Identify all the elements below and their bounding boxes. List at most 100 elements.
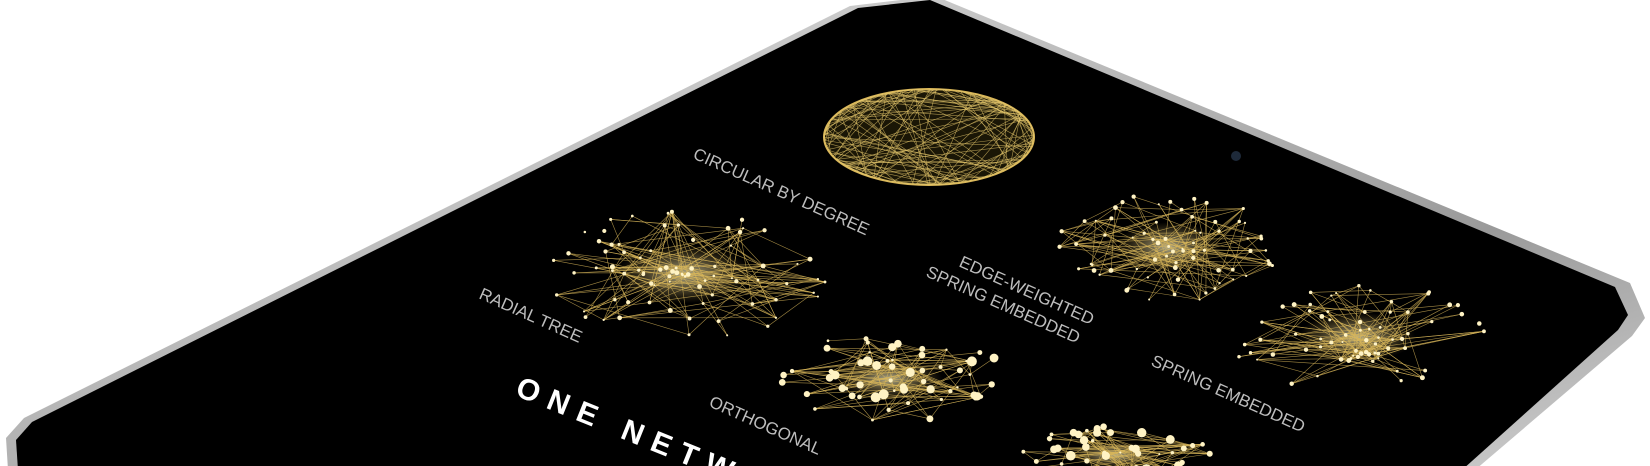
node — [1204, 200, 1209, 205]
edge — [1110, 251, 1174, 271]
node — [1200, 442, 1205, 447]
node — [1148, 298, 1151, 301]
node — [1109, 216, 1114, 221]
node — [1084, 458, 1090, 464]
edge — [1191, 216, 1273, 266]
edge — [1085, 426, 1104, 448]
edge — [849, 105, 941, 185]
edge — [903, 386, 942, 400]
node — [680, 272, 684, 276]
edge — [675, 267, 728, 336]
node — [1103, 233, 1107, 237]
node — [870, 392, 881, 403]
node — [1346, 358, 1352, 363]
edge — [875, 396, 978, 398]
node — [703, 279, 707, 282]
edge — [875, 89, 920, 179]
node — [1192, 241, 1195, 245]
node — [1399, 379, 1403, 383]
node — [1246, 237, 1249, 240]
node — [611, 269, 614, 273]
node — [1482, 329, 1486, 334]
node — [555, 293, 559, 297]
node — [1248, 248, 1253, 254]
node — [712, 274, 716, 278]
edge — [638, 224, 679, 271]
node — [1232, 278, 1235, 281]
edge — [1076, 238, 1166, 245]
node — [1377, 357, 1380, 360]
edge — [825, 127, 878, 179]
node — [1427, 290, 1431, 295]
node — [1199, 231, 1202, 234]
edge — [1370, 290, 1409, 313]
node — [622, 250, 626, 255]
node — [789, 368, 795, 374]
node — [1357, 284, 1361, 288]
edge — [1295, 333, 1367, 341]
edge — [1390, 291, 1430, 313]
node — [622, 271, 627, 276]
edge — [1350, 358, 1398, 372]
node — [1179, 207, 1184, 212]
edge — [654, 284, 690, 319]
edge — [568, 253, 655, 286]
node — [685, 272, 691, 277]
edge — [915, 102, 1003, 185]
edge — [603, 231, 741, 321]
node — [1217, 229, 1221, 233]
node — [1065, 450, 1076, 461]
edge — [844, 107, 956, 184]
node — [1191, 255, 1196, 261]
node — [742, 227, 745, 230]
edge — [1152, 239, 1266, 251]
node — [1364, 338, 1369, 343]
edge — [1257, 359, 1318, 377]
node — [669, 209, 674, 214]
node — [1167, 245, 1171, 248]
node — [1319, 313, 1325, 319]
node — [1102, 450, 1107, 456]
edge — [632, 215, 759, 281]
edge — [953, 90, 1030, 124]
edge — [612, 266, 690, 319]
edge — [624, 211, 673, 274]
node — [1174, 461, 1183, 466]
edge — [1049, 438, 1085, 441]
node — [1192, 196, 1197, 201]
node — [730, 277, 733, 280]
edge — [654, 284, 818, 297]
edge — [556, 280, 706, 296]
edge — [827, 149, 934, 186]
edge — [929, 88, 1033, 146]
edge — [1261, 321, 1296, 335]
edge — [864, 98, 999, 174]
edge — [1261, 321, 1342, 360]
node — [1259, 236, 1264, 241]
edge — [831, 105, 1009, 120]
node — [726, 334, 729, 337]
edge — [1148, 208, 1244, 300]
edge — [1004, 103, 1008, 169]
node — [926, 415, 934, 423]
node — [826, 339, 830, 343]
edge — [1115, 207, 1183, 250]
edge — [839, 161, 888, 182]
node — [888, 363, 896, 370]
node — [566, 251, 571, 256]
edge — [1250, 337, 1379, 354]
node — [1135, 267, 1139, 271]
node — [663, 265, 669, 271]
node — [609, 264, 615, 270]
edge — [897, 343, 924, 382]
edge — [814, 402, 909, 410]
node — [856, 381, 864, 389]
node — [1358, 351, 1364, 356]
edge — [739, 232, 753, 305]
node — [1376, 351, 1381, 356]
node — [603, 249, 608, 254]
node — [888, 378, 893, 383]
edge — [1282, 306, 1357, 352]
node — [582, 310, 586, 313]
node — [886, 407, 891, 413]
